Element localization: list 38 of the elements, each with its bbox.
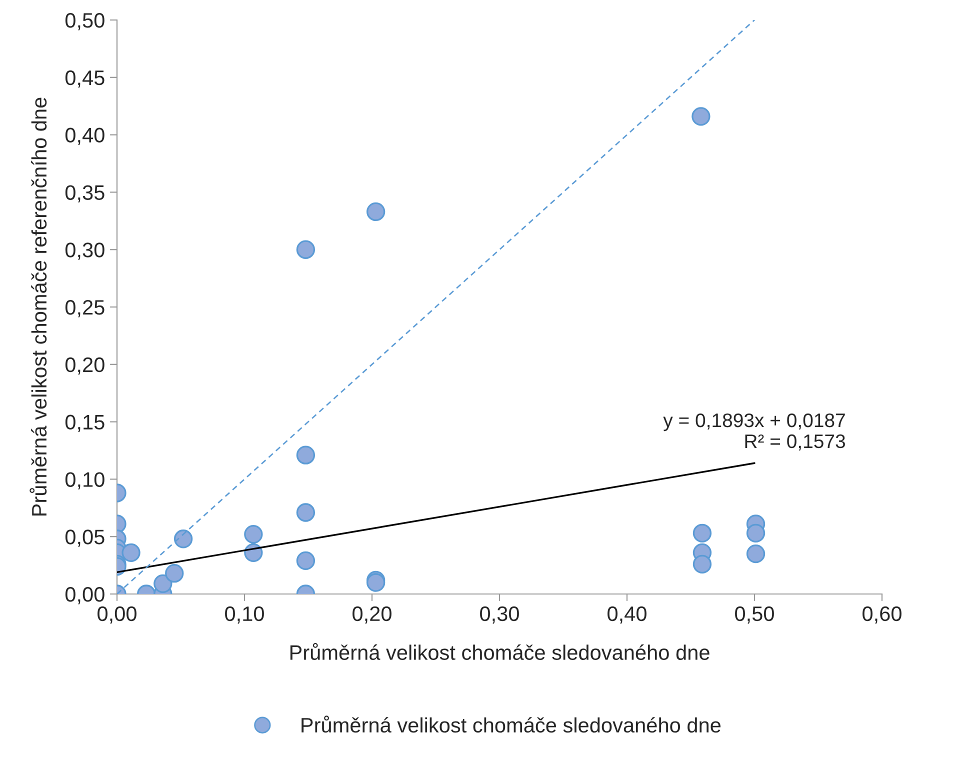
point: [296, 446, 316, 464]
x-tick-label: 0,30: [480, 606, 519, 624]
point: [366, 573, 386, 592]
point: [122, 543, 140, 562]
y-tick-label: 0,40: [65, 128, 104, 146]
y-tick-label: 0,05: [65, 530, 104, 547]
y-tick-label: 0,35: [65, 185, 104, 202]
y-tick-label: 0,20: [65, 357, 104, 375]
y-tick-label: 0,00: [65, 587, 104, 604]
y-axis-title: Průměrná velikost chomáče referenčního dne: [30, 98, 47, 516]
point: [692, 107, 710, 126]
x-tick-label: 0,40: [608, 606, 646, 624]
point: [296, 503, 316, 522]
point: [154, 574, 172, 594]
x-axis-title: Průměrná velikost chomáče sledovaného dne: [290, 642, 710, 660]
y-tick-label: 0,45: [65, 70, 104, 88]
point: [692, 554, 712, 574]
y-tick-label: 0,50: [65, 13, 104, 30]
x-tick-label: 0,00: [98, 606, 136, 624]
point: [366, 202, 386, 222]
x-tick-label: 0,10: [225, 606, 264, 624]
x-tick-label: 0,50: [735, 606, 774, 624]
y-tick-label: 0,15: [65, 414, 104, 432]
y-tick-label: 0,10: [65, 472, 104, 490]
point: [296, 551, 316, 570]
point: [174, 530, 193, 548]
x-tick-label: 0,20: [352, 606, 392, 624]
annotation: y = 0,1893x + 0,0187 R² = 0,1573: [663, 413, 845, 450]
x-tick-label: 0,60: [862, 606, 902, 624]
legend-label: Průměrná velikost chomáče sledovaného dne: [302, 716, 721, 733]
y-tick-label: 0,30: [65, 242, 104, 260]
point: [692, 524, 712, 542]
point: [165, 564, 184, 583]
point: [296, 240, 316, 259]
y-tick-label: 0,25: [65, 300, 104, 318]
point: [746, 524, 766, 542]
point: [746, 544, 766, 564]
point: [244, 524, 263, 544]
